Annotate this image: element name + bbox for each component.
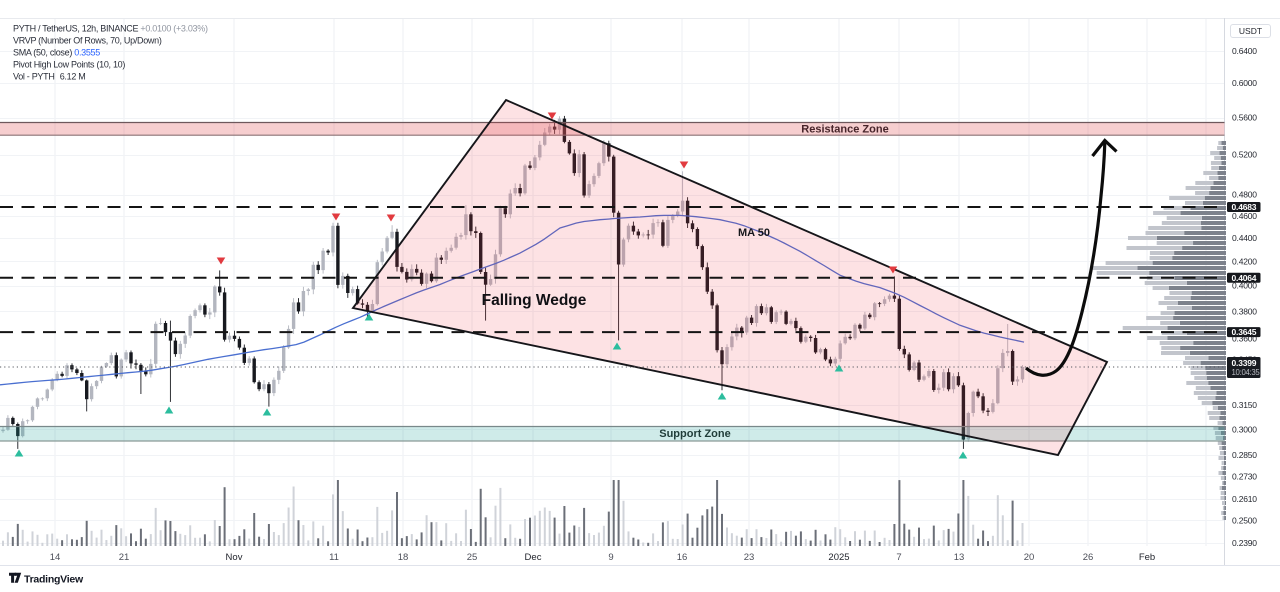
svg-text:Feb: Feb <box>1139 552 1155 563</box>
svg-text:Falling Wedge: Falling Wedge <box>482 292 587 309</box>
svg-text:0.4800: 0.4800 <box>1232 190 1257 200</box>
svg-text:0.3800: 0.3800 <box>1232 306 1257 316</box>
svg-text:0.2390: 0.2390 <box>1232 538 1257 548</box>
svg-text:0.2850: 0.2850 <box>1232 450 1257 460</box>
svg-text:0.3645: 0.3645 <box>1232 327 1257 337</box>
svg-text:9: 9 <box>608 552 613 563</box>
svg-text:0.3000: 0.3000 <box>1232 424 1257 434</box>
svg-text:0.4600: 0.4600 <box>1232 211 1257 221</box>
svg-text:PYTH / TetherUS, 12h, BINANCE: PYTH / TetherUS, 12h, BINANCE +0.0100 (+… <box>13 24 208 34</box>
svg-text:0.4200: 0.4200 <box>1232 256 1257 266</box>
svg-text:0.2730: 0.2730 <box>1232 472 1257 482</box>
svg-text:0.2610: 0.2610 <box>1232 494 1257 504</box>
svg-text:0.3600: 0.3600 <box>1232 333 1257 343</box>
svg-text:0.4000: 0.4000 <box>1232 281 1257 291</box>
svg-text:2025: 2025 <box>828 552 849 563</box>
svg-text:0.5600: 0.5600 <box>1232 113 1257 123</box>
svg-text:25: 25 <box>467 552 478 563</box>
svg-text:23: 23 <box>744 552 755 563</box>
svg-text:14: 14 <box>50 552 61 563</box>
svg-text:26: 26 <box>1083 552 1094 563</box>
svg-text:21: 21 <box>119 552 130 563</box>
svg-text:TradingView: TradingView <box>24 574 84 586</box>
svg-text:0.3150: 0.3150 <box>1232 400 1257 410</box>
svg-text:7: 7 <box>896 552 901 563</box>
svg-text:18: 18 <box>398 552 409 563</box>
svg-text:Vol - PYTH 6.12 M: Vol - PYTH 6.12 M <box>13 72 85 82</box>
svg-text:0.6000: 0.6000 <box>1232 78 1257 88</box>
svg-text:0.4400: 0.4400 <box>1232 233 1257 243</box>
svg-text:MA 50: MA 50 <box>738 227 770 239</box>
svg-text:10:04:35: 10:04:35 <box>1232 368 1261 377</box>
svg-text:Resistance Zone: Resistance Zone <box>801 124 888 136</box>
svg-text:Support Zone: Support Zone <box>659 428 731 440</box>
svg-text:20: 20 <box>1024 552 1035 563</box>
svg-text:11: 11 <box>329 552 339 563</box>
svg-text:VRVP (Number Of Rows, 70, Up/D: VRVP (Number Of Rows, 70, Up/Down) <box>13 36 162 46</box>
svg-text:USDT: USDT <box>1239 26 1262 36</box>
svg-text:0.5200: 0.5200 <box>1232 150 1257 160</box>
svg-text:0.3399: 0.3399 <box>1232 358 1257 368</box>
svg-text:0.2500: 0.2500 <box>1232 515 1257 525</box>
svg-text:Pivot High Low Points (10, 10): Pivot High Low Points (10, 10) <box>13 60 125 70</box>
svg-text:Dec: Dec <box>525 552 542 563</box>
svg-text:SMA (50, close) 0.3555: SMA (50, close) 0.3555 <box>13 48 100 58</box>
svg-text:0.6400: 0.6400 <box>1232 46 1257 56</box>
svg-text:0.4064: 0.4064 <box>1232 273 1257 283</box>
svg-text:13: 13 <box>954 552 965 563</box>
svg-text:Nov: Nov <box>226 552 243 563</box>
svg-text:0.4683: 0.4683 <box>1232 202 1257 212</box>
svg-text:16: 16 <box>677 552 688 563</box>
